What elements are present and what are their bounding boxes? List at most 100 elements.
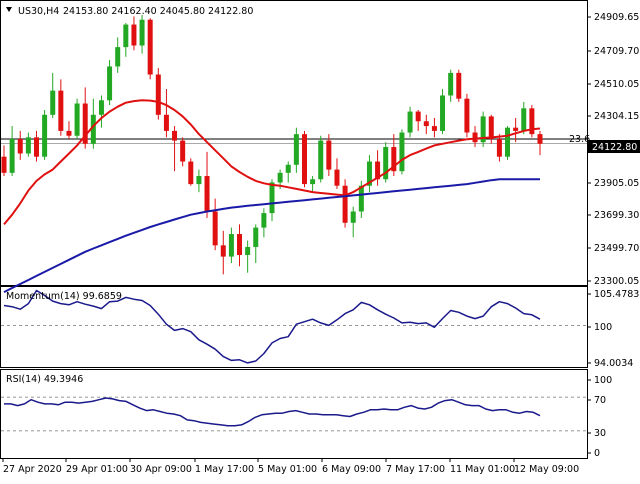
candle-body — [253, 227, 259, 247]
moving-average-fast — [3, 99, 541, 226]
candle-body — [155, 74, 161, 115]
moving-average-slow — [3, 178, 540, 293]
candle-body — [74, 103, 80, 136]
price-tick-label: 24909.65 — [594, 12, 639, 23]
candle-body — [163, 114, 169, 131]
rsi-line — [4, 397, 541, 427]
rsi-pane — [0, 369, 588, 459]
price-tick-label: 24510.05 — [594, 79, 639, 90]
main-pane — [0, 0, 588, 286]
candle-body — [513, 127, 519, 131]
candle-body — [237, 234, 243, 255]
candle-body — [326, 140, 332, 170]
momentum-tick-label: 94.0034 — [594, 358, 633, 369]
candle-body — [472, 132, 478, 143]
candle-body — [33, 137, 39, 157]
price-plot — [1, 14, 587, 293]
candle-body — [25, 137, 31, 154]
candle-body — [391, 147, 397, 172]
axes: 24909.65 24709.70 24510.05 24304.15 23905.05… — [2, 12, 639, 475]
fib-level-label: 23.6 — [569, 134, 590, 145]
candle-body — [529, 108, 535, 135]
price-tick-label: 23905.05 — [594, 178, 639, 189]
candle-body — [358, 185, 364, 212]
candle-body — [415, 111, 421, 122]
candle-body — [98, 100, 104, 115]
candle-body — [50, 90, 56, 115]
time-tick-label: 11 May 01:00 — [450, 464, 515, 475]
candle-body — [269, 182, 275, 214]
candle-body — [310, 179, 316, 185]
momentum-line — [3, 289, 541, 364]
momentum-plot — [1, 289, 587, 364]
price-tick-label: 23300.05 — [594, 276, 639, 287]
candle-body — [66, 130, 72, 136]
candle-body — [204, 176, 210, 212]
time-tick-label: 6 May 09:00 — [322, 464, 381, 475]
candle-body — [496, 138, 502, 157]
candle-body — [431, 126, 437, 131]
candle-body — [521, 108, 527, 131]
ohlc-readout: 24153.80 24162.40 24045.80 24122.80 — [63, 6, 253, 17]
price-tick-label: 23699.30 — [594, 210, 639, 221]
time-tick-label: 27 Apr 2020 — [3, 464, 62, 475]
price-tick-label: 23499.70 — [594, 243, 639, 254]
candle-body — [301, 134, 307, 185]
time-tick-label: 1 May 17:00 — [195, 464, 254, 475]
candle-body — [1, 156, 7, 173]
candle-body — [488, 116, 494, 139]
candle-body — [480, 116, 486, 143]
candle-body — [423, 121, 429, 127]
candle-body — [277, 172, 283, 183]
candle-body — [261, 213, 267, 228]
candle-body — [383, 147, 389, 180]
current-price-tag — [588, 140, 640, 153]
candle-body — [407, 111, 413, 133]
candle-body — [537, 134, 543, 144]
candle-body — [350, 211, 356, 223]
candle-body — [505, 127, 511, 157]
candle-body — [90, 114, 96, 144]
time-tick-label: 29 Apr 01:00 — [66, 464, 128, 475]
candle-body — [82, 103, 88, 144]
time-tick-label: 7 May 17:00 — [386, 464, 445, 475]
candle-body — [115, 47, 121, 67]
candle-body — [245, 246, 251, 255]
current-price-label: 24122.80 — [592, 142, 637, 153]
candle-body — [285, 164, 291, 173]
candle-body — [228, 234, 234, 257]
candle-body — [172, 130, 178, 141]
candle-body — [212, 211, 218, 246]
candle-body — [342, 185, 348, 223]
candle-body — [440, 95, 446, 131]
candle-body — [448, 72, 454, 96]
candle-body — [375, 161, 381, 180]
candle-body — [9, 138, 15, 173]
momentum-tick-label: 105.4783 — [594, 289, 639, 300]
price-tick-label: 24709.70 — [594, 46, 639, 57]
rsi-tick-label: 0 — [594, 448, 600, 459]
candle-body — [107, 66, 113, 101]
rsi-tick-label: 70 — [594, 395, 606, 406]
candle-body — [220, 245, 226, 257]
candle-body — [366, 161, 372, 186]
time-tick-label: 5 May 01:00 — [258, 464, 317, 475]
dropdown-triangle-icon[interactable] — [6, 7, 12, 12]
candle-body — [456, 72, 462, 99]
candle-body — [318, 140, 324, 180]
candle-body — [188, 161, 194, 185]
candle-body — [464, 98, 470, 133]
momentum-title: Momentum(14) 99.6859 — [6, 291, 122, 302]
symbol-label: US30,H4 — [18, 6, 59, 17]
candle-body — [293, 134, 299, 165]
candle-body — [196, 176, 202, 185]
candle-body — [123, 24, 129, 48]
candle-body — [180, 140, 186, 162]
candle-body — [139, 19, 145, 46]
rsi-title: RSI(14) 49.3946 — [6, 374, 83, 385]
candle-body — [147, 19, 153, 75]
rsi-plot — [1, 396, 587, 432]
momentum-tick-label: 100 — [594, 322, 612, 333]
